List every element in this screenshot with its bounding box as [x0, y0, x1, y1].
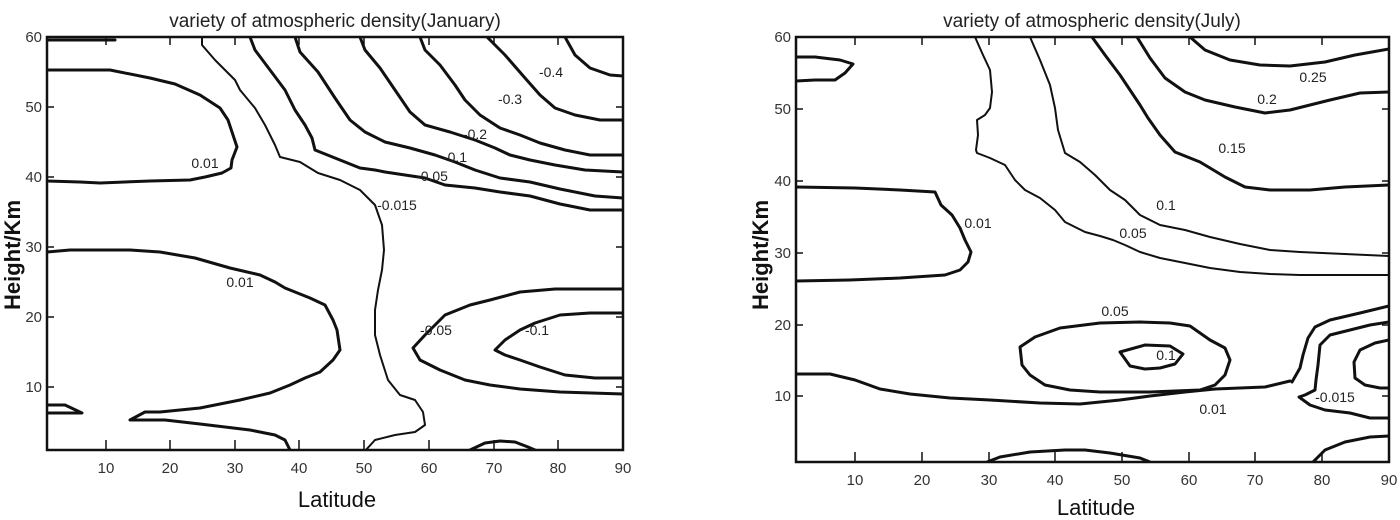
x-axis-label: Latitude: [298, 487, 376, 512]
contour-label: -0.015: [377, 197, 417, 213]
plot-area: [45, 35, 625, 452]
x-tick-label: 40: [1047, 472, 1064, 489]
y-tick-label: 20: [25, 309, 42, 326]
x-tick-label: 50: [356, 460, 373, 477]
contour-labels: 0.25 0.2 0.15 0.1 0.05 0.01 0.05 0.1 0.0…: [964, 69, 1355, 417]
contour-label: 0.1: [1156, 197, 1176, 213]
contour-label: -0.1: [525, 322, 549, 338]
x-tick-label: 90: [1381, 472, 1398, 489]
contour-lines: [47, 37, 623, 450]
x-axis-label: Latitude: [1057, 495, 1135, 520]
contour-label: 0.01: [964, 215, 991, 231]
x-axis: 10 20 30 40 50 60 70 80 90: [847, 37, 1398, 489]
x-tick-label: 40: [291, 460, 308, 477]
y-tick-label: 50: [25, 99, 42, 116]
contour-label: -0.4: [539, 64, 563, 80]
contour-label: 0.01: [1199, 401, 1226, 417]
x-tick-label: 20: [162, 460, 179, 477]
y-tick-label: 60: [774, 29, 791, 46]
y-tick-label: 40: [25, 169, 42, 186]
contour-label: -0.015: [1315, 389, 1355, 405]
x-tick-label: 30: [227, 460, 244, 477]
x-axis: 10 20 30 40 50 60 70 80 90: [98, 37, 632, 477]
x-tick-label: 70: [486, 460, 503, 477]
x-tick-label: 90: [615, 460, 632, 477]
x-tick-label: 10: [98, 460, 115, 477]
x-tick-label: 80: [550, 460, 567, 477]
contour-label: 0.1: [1156, 347, 1176, 363]
contour-label: -0.3: [498, 91, 522, 107]
x-tick-label: 60: [1181, 472, 1198, 489]
x-tick-label: 70: [1247, 472, 1264, 489]
x-tick-label: 10: [847, 472, 864, 489]
y-tick-label: 30: [774, 245, 791, 262]
contour-label: 0.05: [1119, 225, 1146, 241]
x-tick-label: 20: [914, 472, 931, 489]
x-tick-label: 50: [1114, 472, 1131, 489]
y-axis-label: Height/Km: [748, 200, 773, 310]
y-axis-label: Height/Km: [0, 200, 25, 310]
contour-lines: [796, 37, 1389, 462]
y-tick-label: 50: [774, 101, 791, 118]
contour-label: 0.15: [1218, 140, 1245, 156]
y-tick-label: 10: [25, 379, 42, 396]
y-axis: 10 20 30 40 50 60: [774, 29, 1389, 405]
contour-label: -0.05: [420, 322, 452, 338]
plot-area: [794, 35, 1391, 464]
chart-title: variety of atmospheric density(July): [943, 11, 1241, 32]
x-tick-label: 30: [981, 472, 998, 489]
y-tick-label: 40: [774, 173, 791, 190]
y-tick-label: 60: [25, 29, 42, 46]
contour-label: 0.01: [191, 155, 218, 171]
contour-labels: -0.4 -0.3 -0.2 -0.1 -0.05 -0.015 0.01 0.…: [191, 64, 563, 338]
x-tick-label: 80: [1314, 472, 1331, 489]
y-axis: 10 20 30 40 50 60: [25, 29, 623, 396]
contour-label: -0.05: [416, 168, 448, 184]
contour-label: -0.1: [443, 149, 467, 165]
contour-label: -0.2: [463, 126, 487, 142]
contour-label: 0.25: [1299, 69, 1326, 85]
x-tick-label: 60: [421, 460, 438, 477]
contour-label: 0.2: [1257, 91, 1277, 107]
y-tick-label: 30: [25, 239, 42, 256]
y-tick-label: 10: [774, 388, 791, 405]
y-tick-label: 20: [774, 317, 791, 334]
chart-july: variety of atmospheric density(July): [748, 11, 1397, 520]
chart-title: variety of atmospheric density(January): [169, 11, 501, 32]
chart-january: variety of atmospheric density(January): [0, 11, 631, 512]
contour-label: 0.01: [226, 274, 253, 290]
contour-label: 0.05: [1101, 303, 1128, 319]
